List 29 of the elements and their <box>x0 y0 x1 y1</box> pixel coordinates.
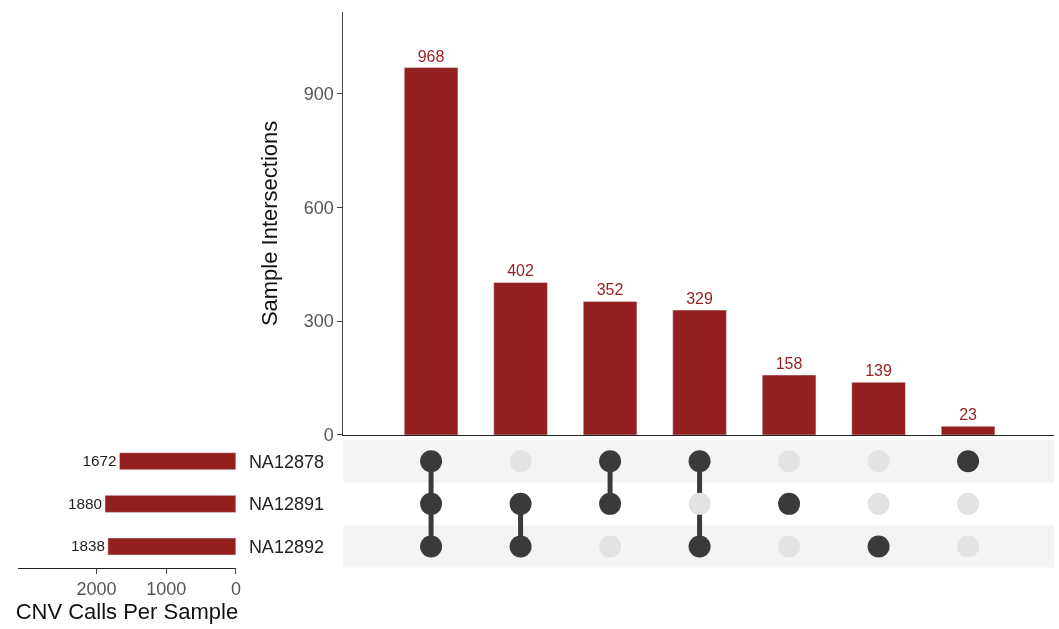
data-label: 1672 <box>82 452 117 470</box>
bar <box>493 282 548 435</box>
y-tick-label: 300 <box>303 311 334 332</box>
bar <box>761 374 817 435</box>
data-label: 1880 <box>68 494 102 512</box>
x-tick-label: 0 <box>230 579 241 600</box>
data-label: 402 <box>507 262 534 280</box>
y-tick-label: NA12878 <box>248 451 324 472</box>
data-label: 329 <box>686 290 713 308</box>
data-label: 23 <box>959 406 978 424</box>
bar <box>582 301 638 435</box>
y-tick-label: 600 <box>303 197 334 218</box>
bar <box>403 67 459 435</box>
data-label: 139 <box>865 362 892 380</box>
x-tick-label: 1000 <box>146 579 187 600</box>
y-tick-label: NA12892 <box>248 536 324 557</box>
data-label: 352 <box>596 281 624 299</box>
y-tick-label: 0 <box>323 425 334 446</box>
data-label: 968 <box>417 47 445 65</box>
data-label: 158 <box>775 355 803 373</box>
bar <box>851 381 906 435</box>
y-tick-label: NA12891 <box>248 494 324 515</box>
y-tick-label: 900 <box>303 83 334 104</box>
bar <box>940 425 996 435</box>
bar <box>672 309 727 435</box>
data-label: 1838 <box>70 537 105 555</box>
x-tick-label: 2000 <box>76 579 117 600</box>
y-axis-title: Sample Intersections <box>256 120 282 327</box>
x-axis-title: CNV Calls Per Sample <box>15 599 239 625</box>
